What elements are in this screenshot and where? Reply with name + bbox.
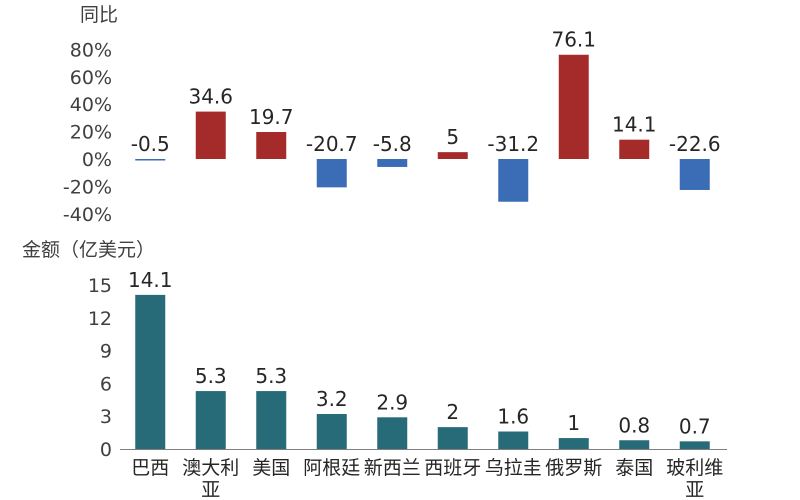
yoy-bar xyxy=(377,159,408,167)
amount-data-label: 14.1 xyxy=(128,268,173,292)
amount-data-label: 0.7 xyxy=(679,414,711,438)
yoy-y-tick-label: 60% xyxy=(70,67,112,89)
yoy-data-label: 19.7 xyxy=(249,105,294,129)
yoy-data-label: 5 xyxy=(446,125,459,149)
amount-y-tick-label: 0 xyxy=(100,439,112,461)
amount-bars xyxy=(135,294,710,449)
category-label: 美国 xyxy=(252,457,290,479)
amount-data-label: 2.9 xyxy=(376,390,408,414)
yoy-bar xyxy=(679,159,710,190)
category-label: 泰国 xyxy=(615,457,653,479)
amount-data-labels: 14.1 5.3 5.3 3.2 2.9 2 1.6 1 0.8 0.7 xyxy=(128,268,711,438)
amount-bar xyxy=(619,440,650,449)
yoy-y-ticks: 80% 60% 40% 20% 0% -20% -40% xyxy=(63,39,112,225)
category-label: 巴西 xyxy=(131,457,169,479)
yoy-y-tick-label: 0% xyxy=(82,149,112,171)
yoy-bar xyxy=(195,111,226,159)
yoy-bar xyxy=(256,132,287,159)
category-label: 俄罗斯 xyxy=(545,457,602,479)
amount-bar xyxy=(558,438,589,449)
category-label: 澳大利亚 xyxy=(182,457,239,500)
amount-bar xyxy=(195,391,226,449)
yoy-data-label: 76.1 xyxy=(551,28,596,52)
yoy-data-label: -31.2 xyxy=(487,132,539,156)
yoy-axis-title: 同比 xyxy=(80,4,118,26)
yoy-data-label: -0.5 xyxy=(131,132,170,156)
yoy-bar xyxy=(437,152,468,159)
amount-bar xyxy=(135,294,166,449)
amount-y-tick-label: 6 xyxy=(100,373,112,395)
yoy-y-tick-label: -40% xyxy=(63,204,112,226)
yoy-y-tick-label: 80% xyxy=(70,39,112,61)
category-label: 新西兰 xyxy=(364,457,421,479)
yoy-bars xyxy=(135,54,710,202)
amount-data-label: 0.8 xyxy=(618,413,650,437)
amount-data-label: 3.2 xyxy=(316,387,348,411)
amount-data-label: 1 xyxy=(567,411,580,435)
yoy-data-label: -20.7 xyxy=(306,132,358,156)
yoy-data-label: -5.8 xyxy=(373,132,412,156)
amount-y-tick-label: 12 xyxy=(88,308,112,330)
amount-data-label: 2 xyxy=(446,400,459,424)
yoy-y-tick-label: 40% xyxy=(70,94,112,116)
category-label: 玻利维亚 xyxy=(666,457,723,500)
amount-data-label: 5.3 xyxy=(195,364,227,388)
amount-y-tick-label: 9 xyxy=(100,341,112,363)
amount-axis-title: 金额（亿美元） xyxy=(22,239,155,261)
amount-bar xyxy=(256,391,287,449)
yoy-bar xyxy=(316,159,347,188)
yoy-bar xyxy=(558,54,589,160)
yoy-bar xyxy=(619,139,650,159)
yoy-bar xyxy=(135,159,166,161)
category-label: 阿根廷 xyxy=(303,457,360,479)
amount-bar xyxy=(316,414,347,449)
amount-chart: 金额（亿美元） 15 12 9 6 3 0 14.1 5.3 5.3 3.2 2.9 2 1.6 1 0.… xyxy=(22,239,727,500)
yoy-data-label: 14.1 xyxy=(612,113,657,137)
yoy-chart: 同比 80% 60% 40% 20% 0% -20% -40% -0.5 34.6 19.7 -2… xyxy=(63,4,721,226)
amount-bar xyxy=(679,441,710,449)
yoy-data-label: 34.6 xyxy=(188,85,233,109)
amount-y-tick-label: 15 xyxy=(88,275,112,297)
yoy-y-tick-label: 20% xyxy=(70,122,112,144)
amount-y-ticks: 15 12 9 6 3 0 xyxy=(88,275,112,461)
yoy-data-labels: -0.5 34.6 19.7 -20.7 -5.8 5 -31.2 76.1 14.1 -22.6 xyxy=(131,28,721,156)
yoy-bar xyxy=(498,159,529,202)
amount-y-tick-label: 3 xyxy=(100,406,112,428)
amount-data-label: 5.3 xyxy=(255,364,287,388)
category-label: 西班牙 xyxy=(424,457,481,479)
amount-data-label: 1.6 xyxy=(497,405,529,429)
yoy-y-tick-label: -20% xyxy=(63,176,112,198)
amount-bar xyxy=(437,427,468,449)
yoy-data-label: -22.6 xyxy=(669,132,721,156)
amount-bar xyxy=(377,417,408,449)
category-label: 乌拉圭 xyxy=(485,457,542,479)
amount-bar xyxy=(498,431,529,449)
